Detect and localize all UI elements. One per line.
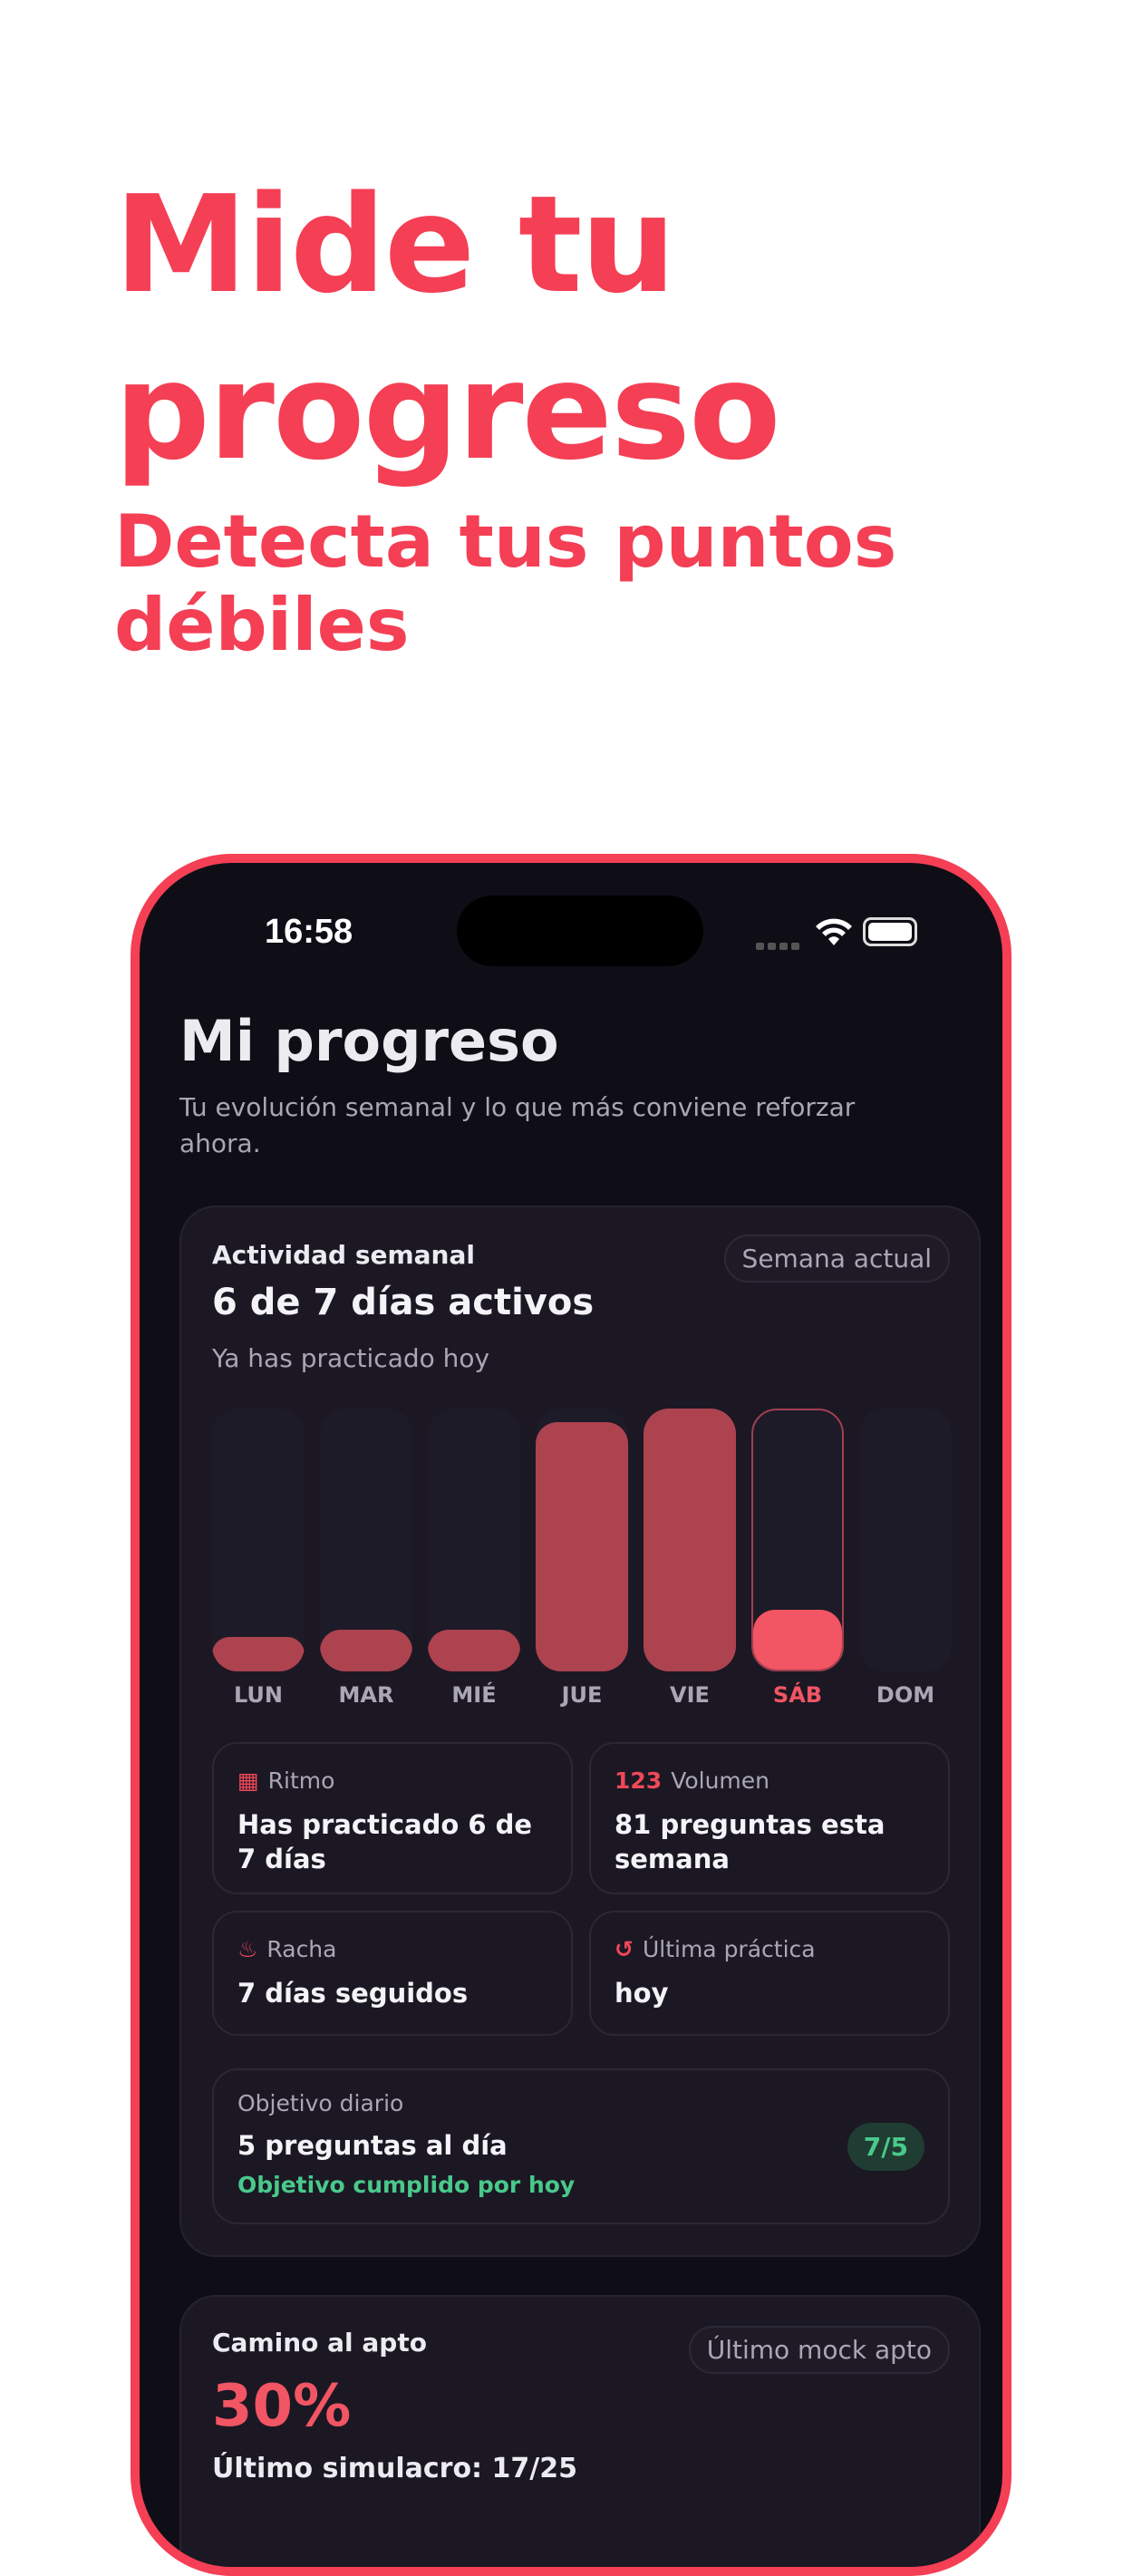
stat-ultima-practica: ↺ Última práctica hoy [589,1911,950,2036]
signal-icon [756,943,799,950]
bar-fill [320,1629,412,1671]
stat-label: Volumen [671,1767,770,1794]
stat-label: Ritmo [267,1767,335,1794]
weekly-note: Ya has practicado hoy [212,1343,490,1373]
bar-track-0 [212,1409,305,1671]
stat-label: Racha [266,1936,337,1962]
bar-fill [753,1610,842,1670]
weekly-activity-card: Actividad semanal 6 de 7 días activos Ya… [179,1206,981,2257]
stat-label: Última práctica [642,1936,816,1962]
stat-value: hoy [615,1978,669,2009]
phone-frame: 16:58 Mi progreso Tu evolución semanal y… [131,854,1011,2576]
goal-badge: 7/5 [847,2123,924,2171]
apto-percent: 30% [212,2373,352,2440]
page-title: Mi progreso [179,1008,559,1074]
bar-fill [212,1637,305,1671]
history-icon: ↺ [615,1936,634,1962]
bar-track-5 [751,1409,844,1671]
bar-track-6 [859,1409,952,1671]
calendar-icon: ▦ [237,1767,259,1794]
weekly-headline: 6 de 7 días activos [212,1282,595,1323]
stat-volumen: 123 Volumen 81 preguntas esta semana [589,1742,950,1894]
day-label: MAR [338,1682,394,1708]
day-label: DOM [876,1682,935,1708]
goal-status: Objetivo cumplido por hoy [237,2172,576,2198]
weekly-label: Actividad semanal [212,1240,475,1270]
bar-fill [644,1409,736,1671]
stat-value: 81 preguntas esta semana [615,1809,886,1874]
headline-title: Mide tu progreso [114,167,781,489]
weekly-bar-chart: LUN MAR MIÉ JUE VIE SÁB DOM [212,1409,952,1717]
week-pill[interactable]: Semana actual [723,1235,950,1283]
stat-value: 7 días seguidos [237,1978,469,2009]
daily-goal: Objetivo diario 5 preguntas al día Objet… [212,2068,950,2224]
bar-fill [428,1629,520,1671]
bar-track-4 [644,1409,736,1671]
day-label: LUN [233,1682,283,1708]
123-icon: 123 [615,1767,663,1794]
apto-pill[interactable]: Último mock apto [688,2326,950,2374]
day-label: VIE [670,1682,710,1708]
bar-track-2 [428,1409,520,1671]
flame-icon: ♨ [237,1936,258,1962]
goal-label: Objetivo diario [237,2090,404,2116]
day-label: SÁB [772,1682,823,1708]
apto-card: Camino al apto Último mock apto 30% Últi… [179,2295,981,2567]
apto-label: Camino al apto [212,2328,427,2358]
headline-subtitle: Detecta tus puntos débiles [114,499,897,667]
stat-value: Has practicado 6 de 7 días [237,1809,533,1874]
stat-racha: ♨ Racha 7 días seguidos [212,1911,573,2036]
wifi-icon [816,918,852,945]
bar-track-3 [536,1409,628,1671]
bar-fill [536,1421,628,1671]
goal-value: 5 preguntas al día [237,2130,508,2161]
day-label: JUE [561,1682,603,1708]
dynamic-island [457,896,703,966]
apto-last: Último simulacro: 17/25 [212,2453,577,2484]
status-time: 16:58 [265,913,353,951]
battery-icon [863,917,917,946]
day-label: MIÉ [451,1682,497,1708]
bar-track-1 [320,1409,412,1671]
page-subtitle: Tu evolución semanal y lo que más convie… [179,1092,856,1158]
stat-ritmo: ▦ Ritmo Has practicado 6 de 7 días [212,1742,573,1894]
